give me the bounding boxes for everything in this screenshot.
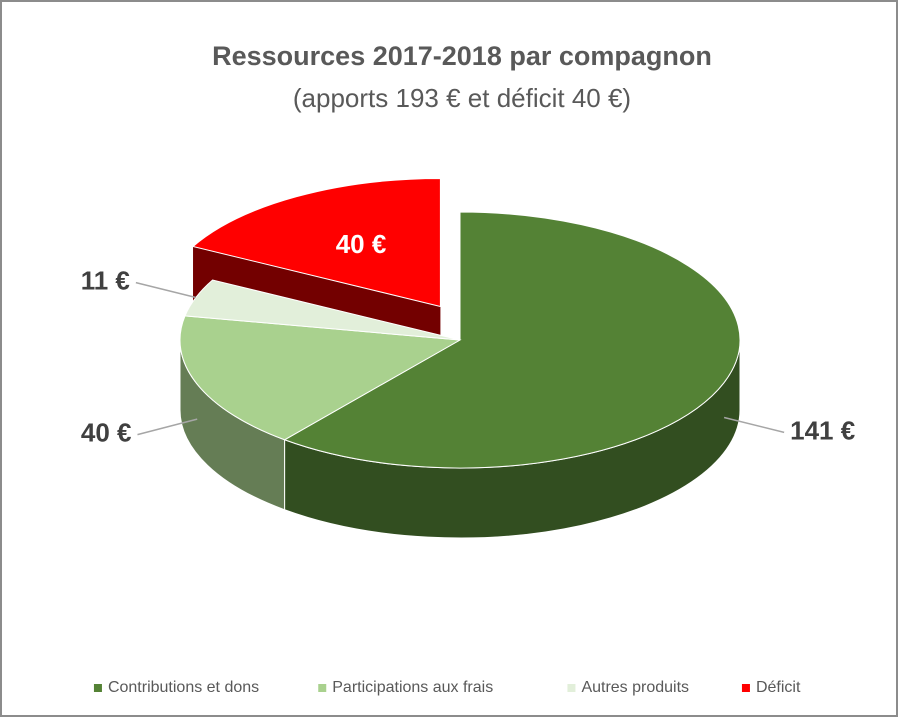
slice	[191, 177, 441, 308]
chart-title: Ressources 2017-2018 par compagnon	[212, 41, 712, 71]
chart-subtitle: (apports 193 € et déficit 40 €)	[293, 83, 631, 113]
legend-swatch	[93, 684, 102, 692]
plot-area: 141 € 40 € 11 € 40 €	[81, 177, 855, 539]
legend-label: Déficit	[756, 679, 801, 696]
legend-label: Participations aux frais	[332, 679, 493, 696]
slice	[179, 315, 462, 441]
leader-line	[723, 416, 785, 434]
legend-label: Autres produits	[581, 679, 689, 696]
leader-line	[135, 281, 197, 299]
data-label: 141 €	[790, 415, 855, 445]
legend: Contributions et dons Participations aux …	[93, 679, 801, 696]
legend-swatch	[567, 684, 576, 692]
legend-swatch	[741, 684, 750, 692]
legend-swatch	[318, 684, 327, 692]
data-label: 40 €	[81, 417, 132, 447]
data-label: 11 €	[81, 265, 130, 295]
slice	[283, 211, 741, 469]
data-label: 40 €	[336, 229, 387, 259]
slice	[184, 279, 461, 341]
leader-line	[137, 418, 198, 436]
legend-label: Contributions et dons	[108, 679, 259, 696]
